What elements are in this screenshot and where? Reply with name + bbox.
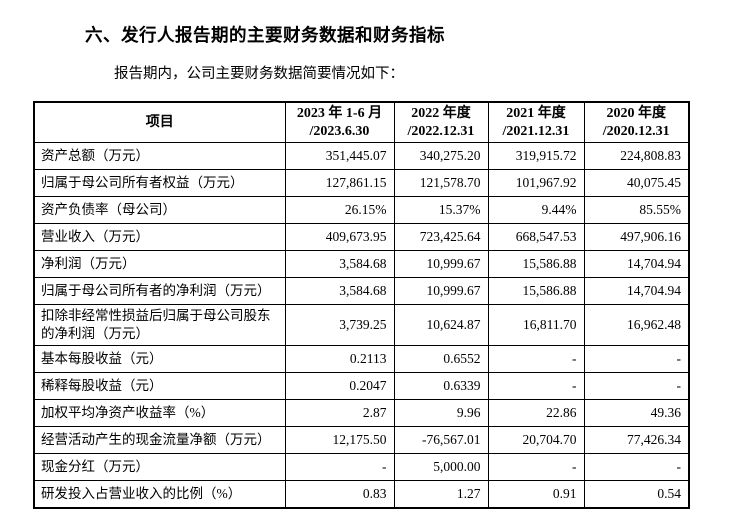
period-label-line1: 2021 年度 <box>506 106 566 121</box>
table-row: 营业收入（万元） 409,673.95 723,425.64 668,547.53 49… <box>33 223 690 251</box>
row-value: 10,999.67 <box>393 250 489 278</box>
row-value: 668,547.53 <box>487 223 585 251</box>
table-row: 基本每股收益（元） 0.2113 0.6552- - <box>33 345 690 374</box>
row-value: 40,075.45 <box>583 169 690 197</box>
row-value: 10,999.67 <box>393 277 489 305</box>
table-row: 归属于母公司所有者权益（万元） 127,861.15 121,578.70 101,9… <box>33 169 690 197</box>
row-value: - <box>583 345 690 374</box>
table-row: 资产总额（万元） 351,445.07 340,275.20 319,915.72 22… <box>33 142 690 170</box>
table-row: 扣除非经常性损益后归属于母公司股东的净利润（万元） 3,739.25 10,624.… <box>33 303 690 347</box>
row-value: 3,584.68 <box>284 250 395 278</box>
row-value: 20,704.70 <box>487 426 585 455</box>
row-value: 497,906.16 <box>583 223 690 251</box>
row-label: 归属于母公司所有者权益（万元） <box>33 169 286 197</box>
row-value: 3,584.68 <box>284 277 395 305</box>
row-value: 5,000.00 <box>393 453 489 482</box>
row-value: -76,567.01 <box>393 426 489 455</box>
row-value: - <box>583 453 690 482</box>
row-label: 扣除非经常性损益后归属于母公司股东的净利润（万元） <box>33 303 286 347</box>
row-value: 77,426.34 <box>583 426 690 455</box>
row-value: 0.91 <box>487 480 585 509</box>
intro-text: 报告期内，公司主要财务数据简要情况如下： <box>114 66 404 82</box>
row-label: 稀释每股收益（元） <box>33 372 286 401</box>
row-value: 2.87 <box>284 399 395 428</box>
row-value: 340,275.20 <box>393 142 489 170</box>
row-value: - <box>487 453 585 482</box>
table-row: 现金分红（万元） -5,000.00- - <box>33 453 690 482</box>
row-value: 16,811.70 <box>487 303 585 347</box>
row-label: 营业收入（万元） <box>33 223 286 251</box>
period-label-line2: /2020.12.31 <box>602 123 670 139</box>
period-label-line1: 2022 年度 <box>411 106 471 121</box>
row-label: 归属于母公司所有者的净利润（万元） <box>33 277 286 305</box>
table-row: 稀释每股收益（元） 0.2047 0.6339- - <box>33 372 690 401</box>
row-value: - <box>284 453 395 482</box>
row-value: 14,704.94 <box>583 250 690 278</box>
period-label-line1: 2020 年度 <box>606 106 667 121</box>
row-value: 0.6552 <box>393 345 489 374</box>
row-value: 22.86 <box>487 399 585 428</box>
row-value: 9.96 <box>393 399 489 428</box>
row-value: 0.83 <box>284 480 395 509</box>
row-label: 资产负债率（母公司） <box>33 196 286 224</box>
table-row: 净利润（万元） 3,584.68 10,999.67 15,586.88 14,704.… <box>33 250 690 278</box>
row-label: 净利润（万元） <box>33 250 286 278</box>
row-value: 319,915.72 <box>487 142 585 170</box>
section-heading: 六、发行人报告期的主要财务数据和财务指标 <box>85 25 445 45</box>
column-header-2022: 2022 年度 /2022.12.31 <box>393 101 489 143</box>
row-label: 加权平均净资产收益率（%） <box>33 399 286 428</box>
period-label-line2: /2022.12.31 <box>407 123 475 139</box>
row-value: 9.44% <box>487 196 585 224</box>
period-label-line2: /2021.12.31 <box>502 123 570 139</box>
row-value: 10,624.87 <box>393 303 489 347</box>
row-value: - <box>487 372 585 401</box>
row-value: 14,704.94 <box>583 277 690 305</box>
column-header-2021: 2021 年度 /2021.12.31 <box>487 101 585 143</box>
row-value: 723,425.64 <box>393 223 489 251</box>
table-row: 经营活动产生的现金流量净额（万元） 12,175.50 -76,567.01 20,7… <box>33 426 690 455</box>
column-header-item: 项目 <box>33 101 286 143</box>
table-row: 加权平均净资产收益率（%） 2.87 9.96 22.86 49.36 <box>33 399 690 428</box>
row-value: 0.6339 <box>393 372 489 401</box>
row-value: 12,175.50 <box>284 426 395 455</box>
row-value: 351,445.07 <box>284 142 395 170</box>
row-value: - <box>487 345 585 374</box>
row-label: 研发投入占营业收入的比例（%） <box>33 480 286 509</box>
row-value: 15,586.88 <box>487 250 585 278</box>
row-label: 经营活动产生的现金流量净额（万元） <box>33 426 286 455</box>
table-row: 归属于母公司所有者的净利润（万元） 3,584.68 10,999.67 15,586… <box>33 277 690 305</box>
row-value: 15,586.88 <box>487 277 585 305</box>
table-row: 资产负债率（母公司） 26.15% 15.37% 9.44% 85.55% <box>33 196 690 224</box>
table-header-row: 项目 2023 年 1-6 月 /2023.6.30 2022 年度 /2022… <box>33 101 690 143</box>
row-value: 409,673.95 <box>284 223 395 251</box>
row-value: 0.2113 <box>284 345 395 374</box>
row-value: 1.27 <box>393 480 489 509</box>
period-label-line2: /2023.6.30 <box>309 123 370 139</box>
row-value: 26.15% <box>284 196 395 224</box>
row-value: 0.2047 <box>284 372 395 401</box>
column-header-2023: 2023 年 1-6 月 /2023.6.30 <box>284 101 395 143</box>
row-label: 现金分红（万元） <box>33 453 286 482</box>
row-label: 资产总额（万元） <box>33 142 286 170</box>
period-label-line1: 2023 年 1-6 月 <box>296 106 383 121</box>
row-value: 121,578.70 <box>393 169 489 197</box>
row-label: 基本每股收益（元） <box>33 345 286 374</box>
column-header-2020: 2020 年度 /2020.12.31 <box>583 101 690 143</box>
row-value: 101,967.92 <box>487 169 585 197</box>
row-value: - <box>583 372 690 401</box>
row-value: 127,861.15 <box>284 169 395 197</box>
row-value: 15.37% <box>393 196 489 224</box>
table-row: 研发投入占营业收入的比例（%） 0.83 1.27 0.91 0.54 <box>33 480 690 509</box>
row-value: 3,739.25 <box>284 303 395 347</box>
financial-data-table: 项目 2023 年 1-6 月 /2023.6.30 2022 年度 /2022… <box>33 101 690 509</box>
row-value: 16,962.48 <box>583 303 690 347</box>
row-value: 224,808.83 <box>583 142 690 170</box>
row-value: 49.36 <box>583 399 690 428</box>
row-value: 85.55% <box>583 196 690 224</box>
row-value: 0.54 <box>583 480 690 509</box>
